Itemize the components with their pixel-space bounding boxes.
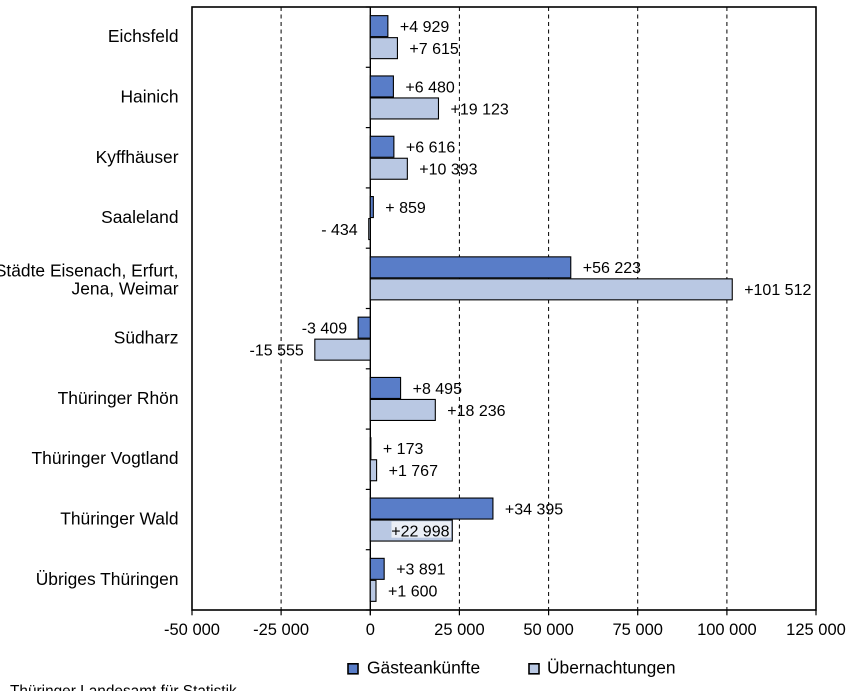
svg-text:Städte Eisenach, Erfurt,: Städte Eisenach, Erfurt, (0, 261, 179, 281)
svg-text:75 000: 75 000 (612, 621, 662, 639)
svg-text:Thüringer Vogtland: Thüringer Vogtland (32, 448, 179, 468)
svg-text:+ 859: + 859 (385, 200, 426, 217)
svg-text:Saaleland: Saaleland (101, 207, 178, 227)
svg-text:0: 0 (366, 621, 375, 639)
svg-text:+8 495: +8 495 (413, 381, 462, 398)
svg-text:Übriges Thüringen: Übriges Thüringen (36, 569, 179, 589)
svg-text:+22 998: +22 998 (391, 523, 449, 540)
svg-text:Thüringer Rhön: Thüringer Rhön (58, 388, 179, 408)
svg-text:Südharz: Südharz (114, 328, 179, 348)
svg-text:Hainich: Hainich (121, 86, 179, 106)
svg-text:Kyffhäuser: Kyffhäuser (96, 147, 179, 167)
svg-text:Jena, Weimar: Jena, Weimar (72, 279, 179, 299)
svg-text:+101 512: +101 512 (744, 282, 811, 299)
svg-text:-25 000: -25 000 (253, 621, 309, 639)
svg-text:+6 616: +6 616 (406, 140, 455, 157)
svg-text:125 000: 125 000 (786, 621, 846, 639)
svg-text:Eichsfeld: Eichsfeld (108, 26, 179, 46)
svg-text:+34 395: +34 395 (505, 501, 563, 518)
svg-text:+18 236: +18 236 (447, 403, 505, 420)
svg-text:Gästeankünfte: Gästeankünfte (367, 658, 480, 678)
svg-text:+6 480: +6 480 (405, 79, 454, 96)
svg-text:+56 223: +56 223 (583, 260, 641, 277)
svg-text:- 434: - 434 (321, 222, 358, 239)
svg-text:100 000: 100 000 (697, 621, 757, 639)
svg-text:+7 615: +7 615 (409, 41, 458, 58)
svg-text:-3 409: -3 409 (302, 321, 347, 338)
svg-text:+3 891: +3 891 (396, 562, 445, 579)
svg-text:Übernachtungen: Übernachtungen (547, 658, 676, 678)
svg-text:+4 929: +4 929 (400, 19, 449, 36)
svg-text:+10 393: +10 393 (419, 162, 477, 179)
svg-text:+1 600: +1 600 (388, 584, 437, 601)
svg-text:-15 555: -15 555 (250, 343, 304, 360)
svg-text:+ 173: + 173 (383, 441, 424, 458)
svg-text:Thüringer Wald: Thüringer Wald (60, 509, 178, 529)
svg-text:25 000: 25 000 (434, 621, 484, 639)
svg-text:-50 000: -50 000 (164, 621, 220, 639)
svg-text:50 000: 50 000 (523, 621, 573, 639)
svg-text:+1 767: +1 767 (389, 463, 438, 480)
svg-text:+19 123: +19 123 (451, 101, 509, 118)
svg-text:Thüringer Landesamt für Statis: Thüringer Landesamt für Statistik (10, 683, 237, 691)
